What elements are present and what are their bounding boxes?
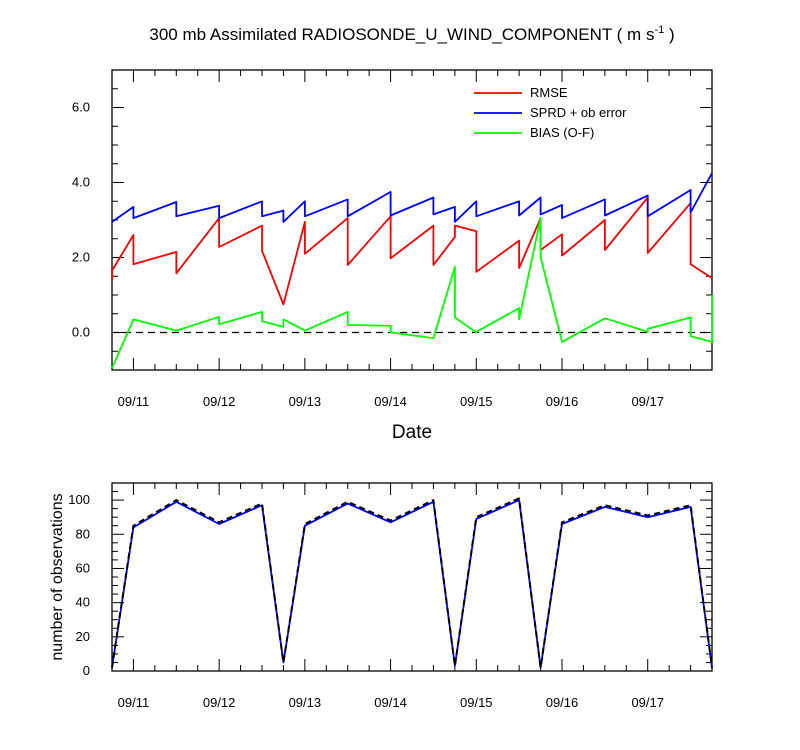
series-line-observations-assimilated bbox=[111, 499, 713, 669]
x-tick-label: 09/14 bbox=[374, 695, 407, 710]
y-tick-label: 4.0 bbox=[72, 175, 90, 190]
chart-title: 300 mb Assimilated RADIOSONDE_U_WIND_COM… bbox=[149, 24, 674, 44]
series-line-bias-o-f bbox=[111, 217, 713, 369]
x-axis-label: Date bbox=[392, 422, 432, 443]
bottom-panel: 09/11 09/12 09/13 09/14 09/15 09/16 09/17 0 20 40… bbox=[68, 482, 713, 710]
y-axis-label-observations: number of observations bbox=[49, 493, 66, 660]
x-tick-label: 09/14 bbox=[374, 394, 407, 409]
legend-label: RMSE bbox=[530, 85, 568, 100]
x-tick-label: 09/17 bbox=[631, 394, 664, 409]
series-line-sprd-ob-error bbox=[111, 172, 713, 223]
x-tick-label: 09/12 bbox=[203, 394, 236, 409]
series-line-observations-possible bbox=[111, 497, 713, 669]
top-panel: 09/11 09/12 09/13 09/14 09/15 09/16 09/17 0.0 2.… bbox=[72, 69, 713, 409]
legend-label: SPRD + ob error bbox=[530, 105, 627, 120]
x-tick-label: 09/16 bbox=[546, 695, 579, 710]
y-tick-label: 40 bbox=[76, 595, 90, 610]
x-tick-label: 09/16 bbox=[546, 394, 579, 409]
y-tick-label: 100 bbox=[68, 492, 90, 507]
y-tick-label: 20 bbox=[76, 629, 90, 644]
y-tick-label: 0 bbox=[83, 663, 90, 678]
x-tick-label: 09/12 bbox=[203, 695, 236, 710]
x-tick-label: 09/15 bbox=[460, 394, 493, 409]
x-tick-label: 09/17 bbox=[631, 695, 664, 710]
y-tick-label: 80 bbox=[76, 526, 90, 541]
x-tick-label: 09/15 bbox=[460, 695, 493, 710]
x-tick-label: 09/11 bbox=[118, 394, 150, 409]
x-tick-label: 09/13 bbox=[289, 695, 322, 710]
y-tick-label: 0.0 bbox=[72, 325, 90, 340]
series-line-rmse bbox=[111, 196, 713, 306]
x-tick-label: 09/13 bbox=[289, 394, 322, 409]
y-tick-label: 6.0 bbox=[72, 100, 90, 115]
y-tick-label: 60 bbox=[76, 560, 90, 575]
x-tick-label: 09/11 bbox=[118, 695, 150, 710]
legend-label: BIAS (O-F) bbox=[530, 125, 594, 140]
y-tick-label: 2.0 bbox=[72, 250, 90, 265]
